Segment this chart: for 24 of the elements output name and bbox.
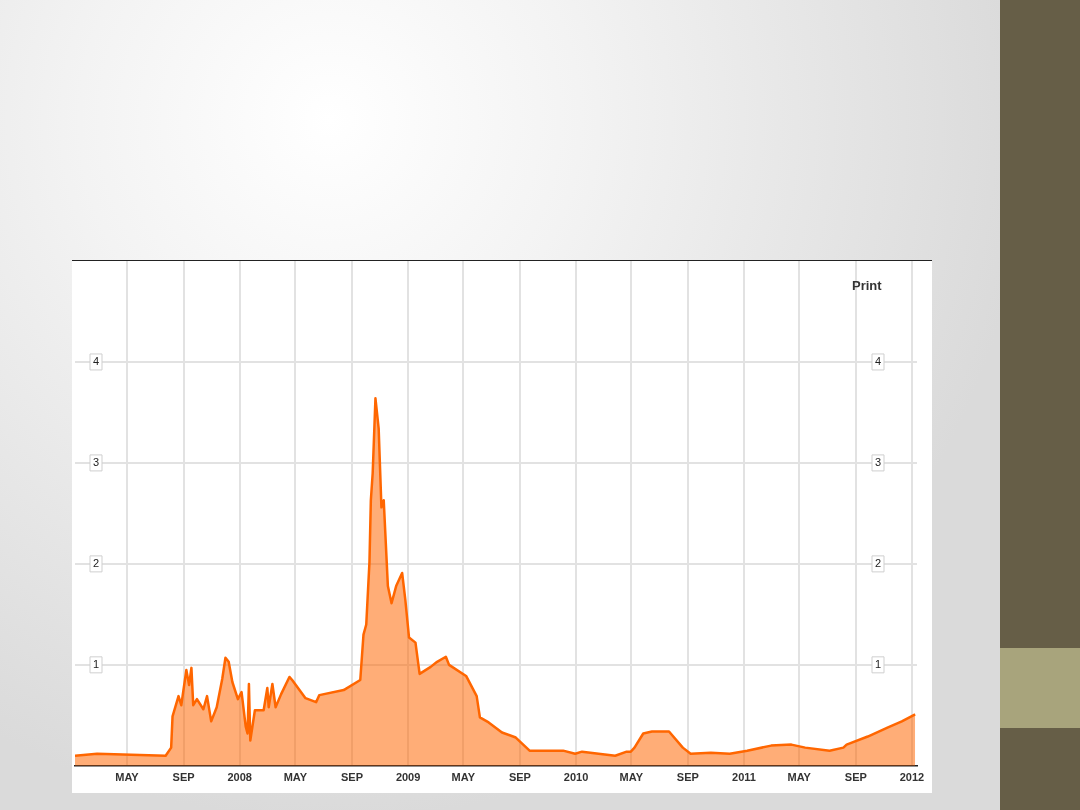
y-tick-label: 4 — [92, 354, 100, 367]
x-tick-label: MAY — [619, 771, 644, 784]
y2-tick-label: 4 — [874, 354, 882, 367]
y2-tick-label: 1 — [874, 657, 882, 670]
x-tick-label: MAY — [451, 771, 476, 784]
x-tick-label: 2008 — [227, 771, 252, 784]
x-tick-label: 2009 — [395, 771, 421, 784]
x-tick-label: 2011 — [732, 771, 756, 784]
x-tick-label: SEP — [340, 771, 363, 784]
x-tick-label: SEP — [676, 771, 699, 784]
annotation: Print — [852, 278, 882, 293]
y-tick-label: 3 — [92, 455, 100, 468]
y-tick-label: 2 — [92, 556, 100, 569]
y-tick-label: 1 — [92, 657, 100, 670]
x-tick-label: MAY — [283, 771, 308, 784]
y2-tick-label: 3 — [874, 455, 882, 468]
x-tick-label: MAY — [115, 771, 140, 784]
x-tick-label: SEP — [844, 771, 867, 784]
y2-tick-label: 2 — [874, 556, 882, 569]
x-tick-label: SEP — [508, 771, 531, 784]
x-tick-label: SEP — [172, 771, 195, 784]
x-tick-label: MAY — [787, 771, 812, 784]
x-tick-label: 2010 — [563, 771, 589, 784]
x-tick-label: 2012 — [899, 771, 925, 784]
